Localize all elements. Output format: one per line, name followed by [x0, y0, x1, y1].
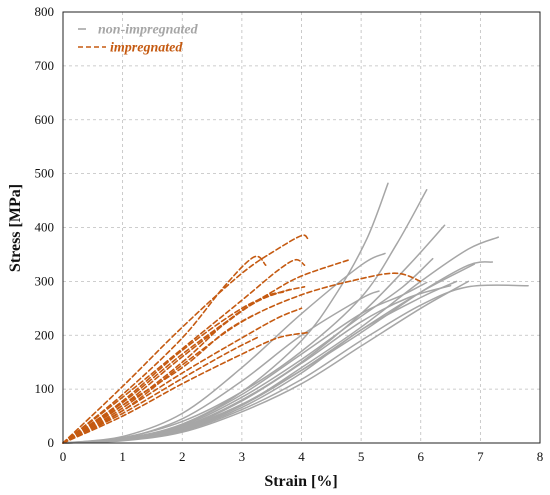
impregnated-series-line-19 [62, 272, 422, 444]
impregnated-series-line-16 [62, 255, 267, 444]
y-tick-label: 800 [35, 4, 55, 19]
data-series [62, 182, 529, 444]
legend: non-impregnated impregnated [78, 23, 199, 56]
grid-lines [63, 12, 540, 443]
y-tick-label: 500 [35, 166, 55, 181]
plot-frame [62, 11, 541, 444]
y-tick-label: 700 [35, 58, 55, 73]
x-tick-label: 4 [298, 449, 305, 464]
y-tick-labels: 0 100 200 300 400 500 600 700 800 [35, 4, 55, 450]
legend-label: impregnated [110, 41, 183, 56]
x-tick-label: 8 [537, 449, 544, 464]
x-axis-title: Strain [%] [264, 473, 337, 490]
non-impregnated-series-line-10 [62, 290, 380, 444]
impregnated-series-line-22 [62, 331, 309, 444]
y-tick-label: 300 [35, 273, 55, 288]
y-tick-label: 400 [35, 220, 55, 235]
legend-label: non-impregnated [98, 23, 199, 38]
y-tick-label: 200 [35, 327, 55, 342]
non-impregnated-series-line-13 [62, 263, 476, 444]
y-tick-label: 0 [48, 435, 55, 450]
x-tick-label: 6 [418, 449, 425, 464]
impregnated-series-line-25 [62, 335, 261, 444]
non-impregnated-series-line-11 [62, 281, 428, 444]
non-impregnated-series-line-6 [62, 252, 386, 444]
x-tick-label: 1 [119, 449, 126, 464]
x-tick-label: 7 [477, 449, 484, 464]
y-axis-title: Stress [MPa] [7, 184, 24, 272]
impregnated-series-line-17 [62, 258, 306, 444]
impregnated-series-line-23 [62, 291, 285, 444]
x-tick-label: 2 [179, 449, 186, 464]
x-tick-label: 3 [239, 449, 246, 464]
x-tick-label: 5 [358, 449, 365, 464]
y-tick-label: 100 [35, 381, 55, 396]
impregnated-series-line-24 [62, 288, 291, 444]
x-tick-label: 0 [60, 449, 67, 464]
x-tick-labels: 0 1 2 3 4 5 6 7 8 [60, 449, 544, 464]
impregnated-series-line-26 [62, 314, 255, 444]
impregnated-series-line-21 [62, 307, 303, 444]
impregnated-series-line-15 [62, 234, 309, 444]
non-impregnated-series-line-14 [62, 280, 470, 444]
y-tick-label: 600 [35, 112, 55, 127]
